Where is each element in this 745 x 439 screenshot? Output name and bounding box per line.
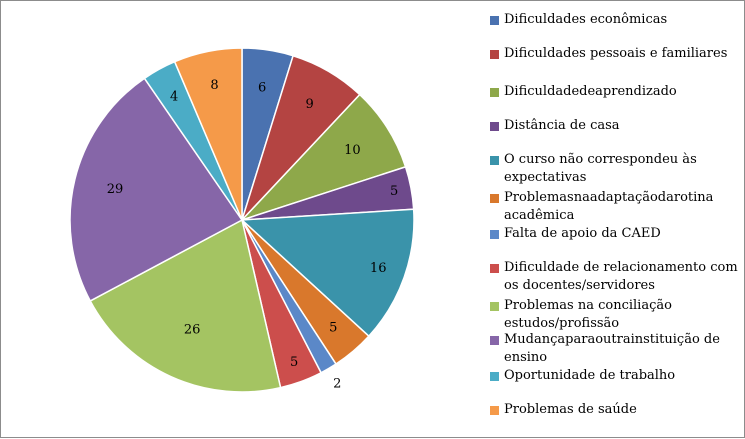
data-label: 9 <box>305 97 313 112</box>
data-label: 5 <box>290 355 298 370</box>
pie-slices <box>69 47 415 393</box>
legend-swatch <box>490 264 499 273</box>
legend-item: Problemas na conciliação estudos/profiss… <box>490 297 740 333</box>
pie-slice <box>89 218 282 393</box>
legend-label: Mudançaparaoutrainstituição de ensino <box>504 332 720 365</box>
data-label: 2 <box>333 377 341 392</box>
legend-item: O curso não correspondeu às expectativas <box>490 151 740 187</box>
data-label: 4 <box>170 89 178 104</box>
legend-item: Dificuldades pessoais e familiares <box>490 45 740 63</box>
legend-item: Dificuldades econômicas <box>490 11 740 29</box>
legend-label: Problemas de saúde <box>504 402 637 417</box>
data-label: 5 <box>329 321 337 336</box>
legend-swatch <box>490 88 499 97</box>
legend-item: Distância de casa <box>490 117 740 135</box>
legend-swatch <box>490 406 499 415</box>
data-label: 6 <box>258 80 266 95</box>
pie-slice <box>69 77 244 302</box>
legend-label: Dificuldadedeaprendizado <box>504 84 677 99</box>
legend-item: Dificuldade de relacionamento com os doc… <box>490 259 740 295</box>
legend-label: Oportunidade de trabalho <box>504 368 676 383</box>
legend-item: Mudançaparaoutrainstituição de ensino <box>490 331 740 367</box>
legend-swatch <box>490 194 499 203</box>
legend-swatch <box>490 336 499 345</box>
legend-item: Falta de apoio da CAED <box>490 225 740 243</box>
data-label: 26 <box>184 323 201 338</box>
data-label: 29 <box>107 182 124 197</box>
legend-swatch <box>490 302 499 311</box>
data-label: 10 <box>344 143 361 158</box>
legend-swatch <box>490 50 499 59</box>
pie-slice <box>240 208 415 338</box>
legend-item: Problemasnaadaptaçãodarotina acadêmica <box>490 189 740 225</box>
legend-label: Dificuldades pessoais e familiares <box>504 46 728 61</box>
legend-swatch <box>490 372 499 381</box>
legend-label: O curso não correspondeu às expectativas <box>504 152 697 185</box>
legend-label: Dificuldades econômicas <box>504 12 668 27</box>
pie-data-labels: 6 9 10 5 16 5 2 5 26 29 4 8 <box>107 78 399 391</box>
legend-swatch <box>490 156 499 165</box>
data-label: 16 <box>370 261 387 276</box>
legend-label: Distância de casa <box>504 118 620 133</box>
data-label: 5 <box>390 184 398 199</box>
legend-label: Dificuldade de relacionamento com os doc… <box>504 260 738 293</box>
legend-item: Problemas de saúde <box>490 401 740 419</box>
legend-label: Falta de apoio da CAED <box>504 226 661 241</box>
legend-swatch <box>490 16 499 25</box>
legend-item: Dificuldadedeaprendizado <box>490 83 740 101</box>
legend-swatch <box>490 230 499 239</box>
legend-label: Problemasnaadaptaçãodarotina acadêmica <box>504 190 714 223</box>
legend-swatch <box>490 122 499 131</box>
legend-item: Oportunidade de trabalho <box>490 367 740 385</box>
pie-slice <box>173 47 243 221</box>
legend-label: Problemas na conciliação estudos/profiss… <box>504 298 672 331</box>
data-label: 8 <box>210 78 218 93</box>
